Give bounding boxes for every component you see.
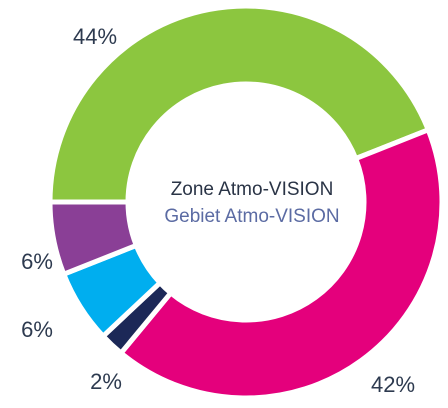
value-label: 2% xyxy=(90,369,122,394)
center-label: Zone Atmo-VISION xyxy=(171,179,334,200)
value-label: 6% xyxy=(21,249,53,274)
value-label: 6% xyxy=(21,317,53,342)
value-label: 42% xyxy=(371,372,415,397)
donut-segment xyxy=(117,126,445,401)
donut-segment xyxy=(47,3,432,205)
center-label: Gebiet Atmo-VISION xyxy=(164,206,339,227)
value-label: 44% xyxy=(73,24,117,49)
donut-segment xyxy=(47,199,140,278)
